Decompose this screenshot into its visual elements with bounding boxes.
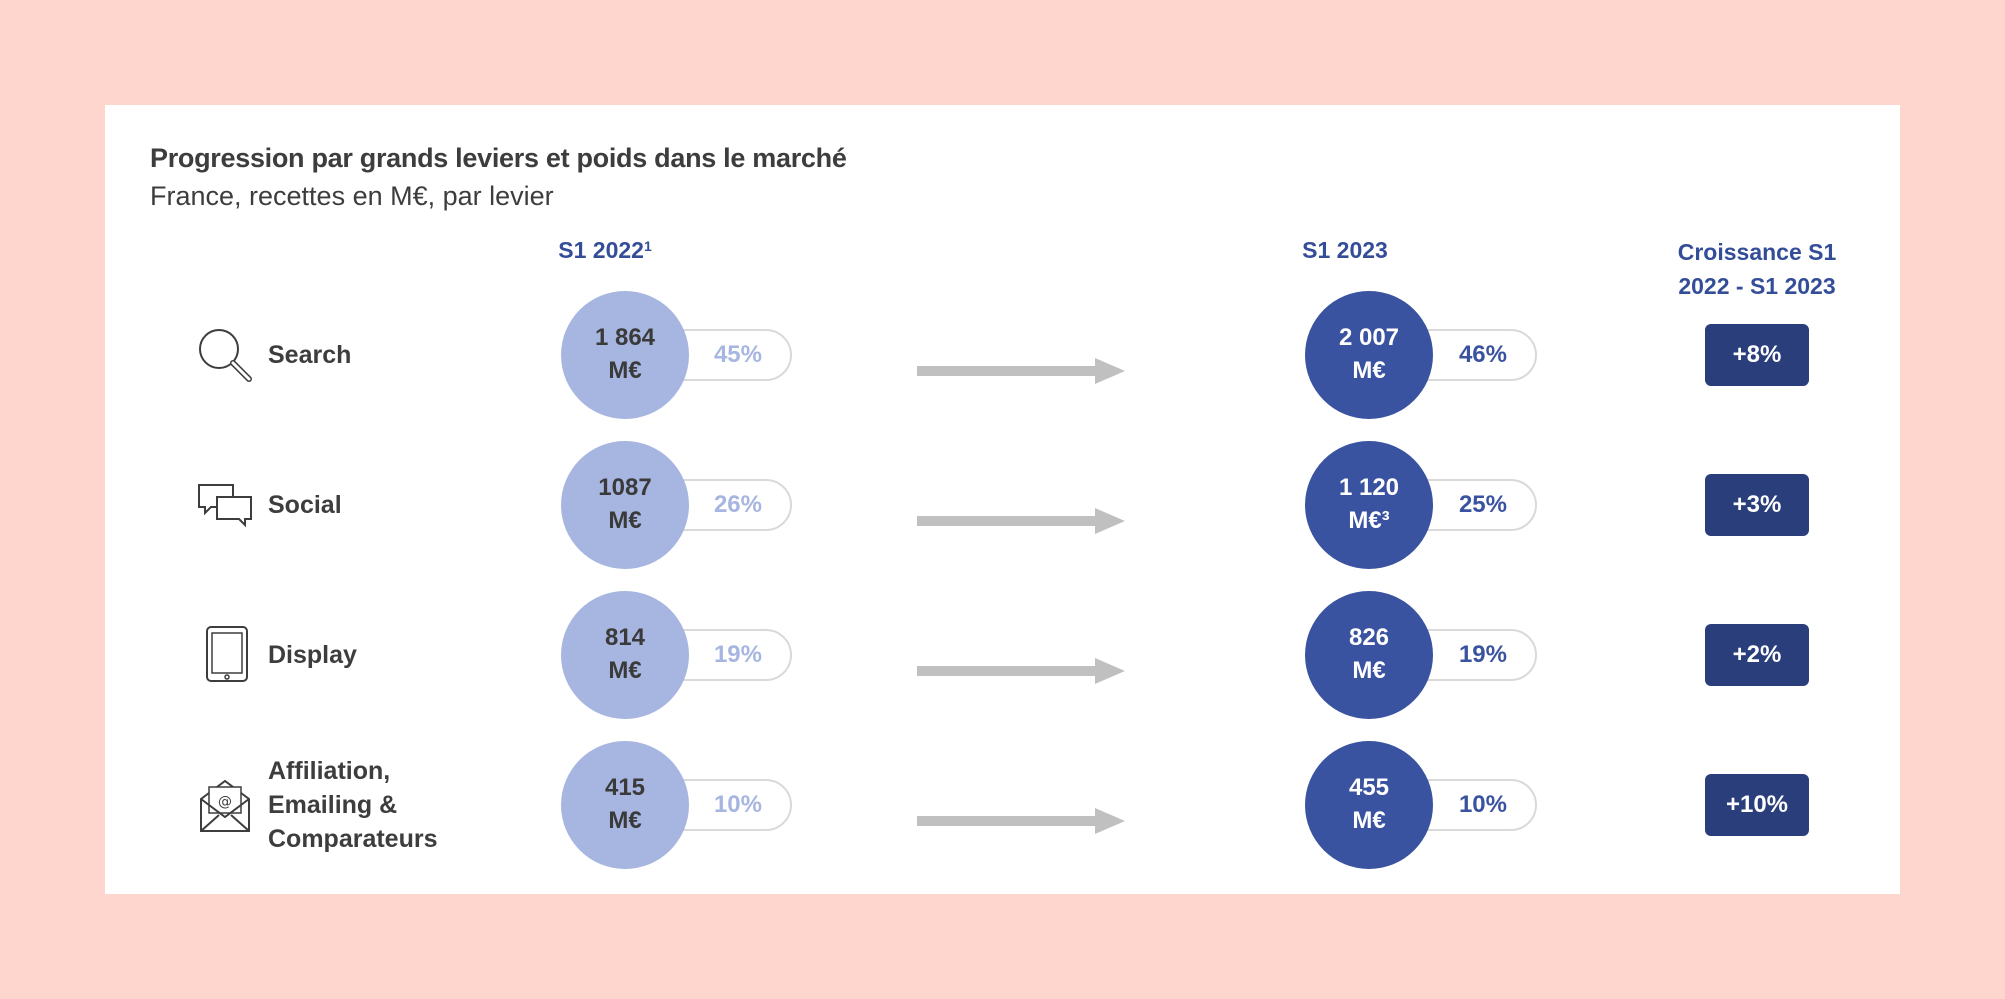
table-row: Social 26% 1087 M€ 25% 1 120 M€³ +3% <box>105 440 1900 570</box>
value-2023: 455 <box>1348 774 1390 801</box>
column-header-s1-2022: S1 20221 <box>545 233 665 267</box>
value-2023-circle: 826 M€ <box>1305 591 1433 719</box>
value-2022: 1087 <box>598 474 652 501</box>
levier-label-line: Comparateurs <box>268 825 438 853</box>
unit-2023: M€ <box>1352 357 1386 384</box>
value-2023-circle: 455 M€ <box>1305 741 1433 869</box>
value-2022: 814 <box>604 624 646 651</box>
svg-text:@: @ <box>218 794 232 810</box>
levier-label-line: Emailing & <box>268 791 398 819</box>
growth-badge: +10% <box>1705 774 1809 836</box>
value-2023-circle: 2 007 M€ <box>1305 291 1433 419</box>
value-2023-circle: 1 120 M€³ <box>1305 441 1433 569</box>
progression-arrow <box>917 806 1127 836</box>
growth-badge: +2% <box>1705 624 1809 686</box>
levier-label: Search <box>268 338 351 372</box>
unit-2022: M€ <box>608 657 642 684</box>
unit-2023: M€ <box>1352 657 1386 684</box>
footnote-marker: 1 <box>643 238 652 254</box>
tablet-icon <box>195 625 255 685</box>
chart-subtitle: France, recettes en M€, par levier <box>150 181 554 211</box>
levier-label: Affiliation, Emailing & Comparateurs <box>268 754 438 856</box>
value-2023: 2 007 <box>1338 324 1400 351</box>
value-2022: 1 864 <box>594 324 656 351</box>
levier-label-line: Affiliation, <box>268 757 391 785</box>
value-2023: 826 <box>1348 624 1390 651</box>
levier-label-line: Social <box>268 491 342 519</box>
column-header-s1-2023: S1 2023 <box>1302 237 1388 263</box>
value-2022-circle: 814 M€ <box>561 591 689 719</box>
chat-bubbles-icon <box>195 475 255 535</box>
table-row: Search 45% 1 864 M€ 46% 2 007 M€ +8% <box>105 290 1900 420</box>
chart-title: Progression par grands leviers et poids … <box>150 143 847 173</box>
search-icon <box>195 325 255 385</box>
column-header-s1-2022-label: S1 2022 <box>558 237 644 263</box>
unit-2023: M€³ <box>1348 507 1390 534</box>
column-header-growth-line2: 2022 - S1 2023 <box>1678 273 1836 299</box>
unit-2022: M€ <box>608 507 642 534</box>
chart-card: Progression par grands leviers et poids … <box>105 105 1900 894</box>
progression-arrow <box>917 356 1127 386</box>
levier-label-line: Display <box>268 641 357 669</box>
table-row: @ Affiliation, Emailing & Comparateurs 10% 41… <box>105 740 1900 870</box>
value-2022: 415 <box>604 774 646 801</box>
progression-arrow <box>917 656 1127 686</box>
value-2022-circle: 415 M€ <box>561 741 689 869</box>
levier-label-line: Search <box>268 341 352 369</box>
growth-badge: +3% <box>1705 474 1809 536</box>
column-header-growth: Croissance S1 2022 - S1 2023 <box>1655 235 1859 303</box>
column-header-growth-line1: Croissance S1 <box>1677 239 1837 265</box>
value-2022-circle: 1087 M€ <box>561 441 689 569</box>
value-2023: 1 120 <box>1338 474 1400 501</box>
levier-label: Display <box>268 638 357 672</box>
unit-2022: M€ <box>608 807 642 834</box>
unit-2023: M€ <box>1352 807 1386 834</box>
levier-label: Social <box>268 488 342 522</box>
table-row: Display 19% 814 M€ 19% 826 M€ +2% <box>105 590 1900 720</box>
progression-arrow <box>917 506 1127 536</box>
growth-badge: +8% <box>1705 324 1809 386</box>
value-2022-circle: 1 864 M€ <box>561 291 689 419</box>
email-icon: @ <box>195 775 255 835</box>
unit-2022: M€ <box>608 357 642 384</box>
